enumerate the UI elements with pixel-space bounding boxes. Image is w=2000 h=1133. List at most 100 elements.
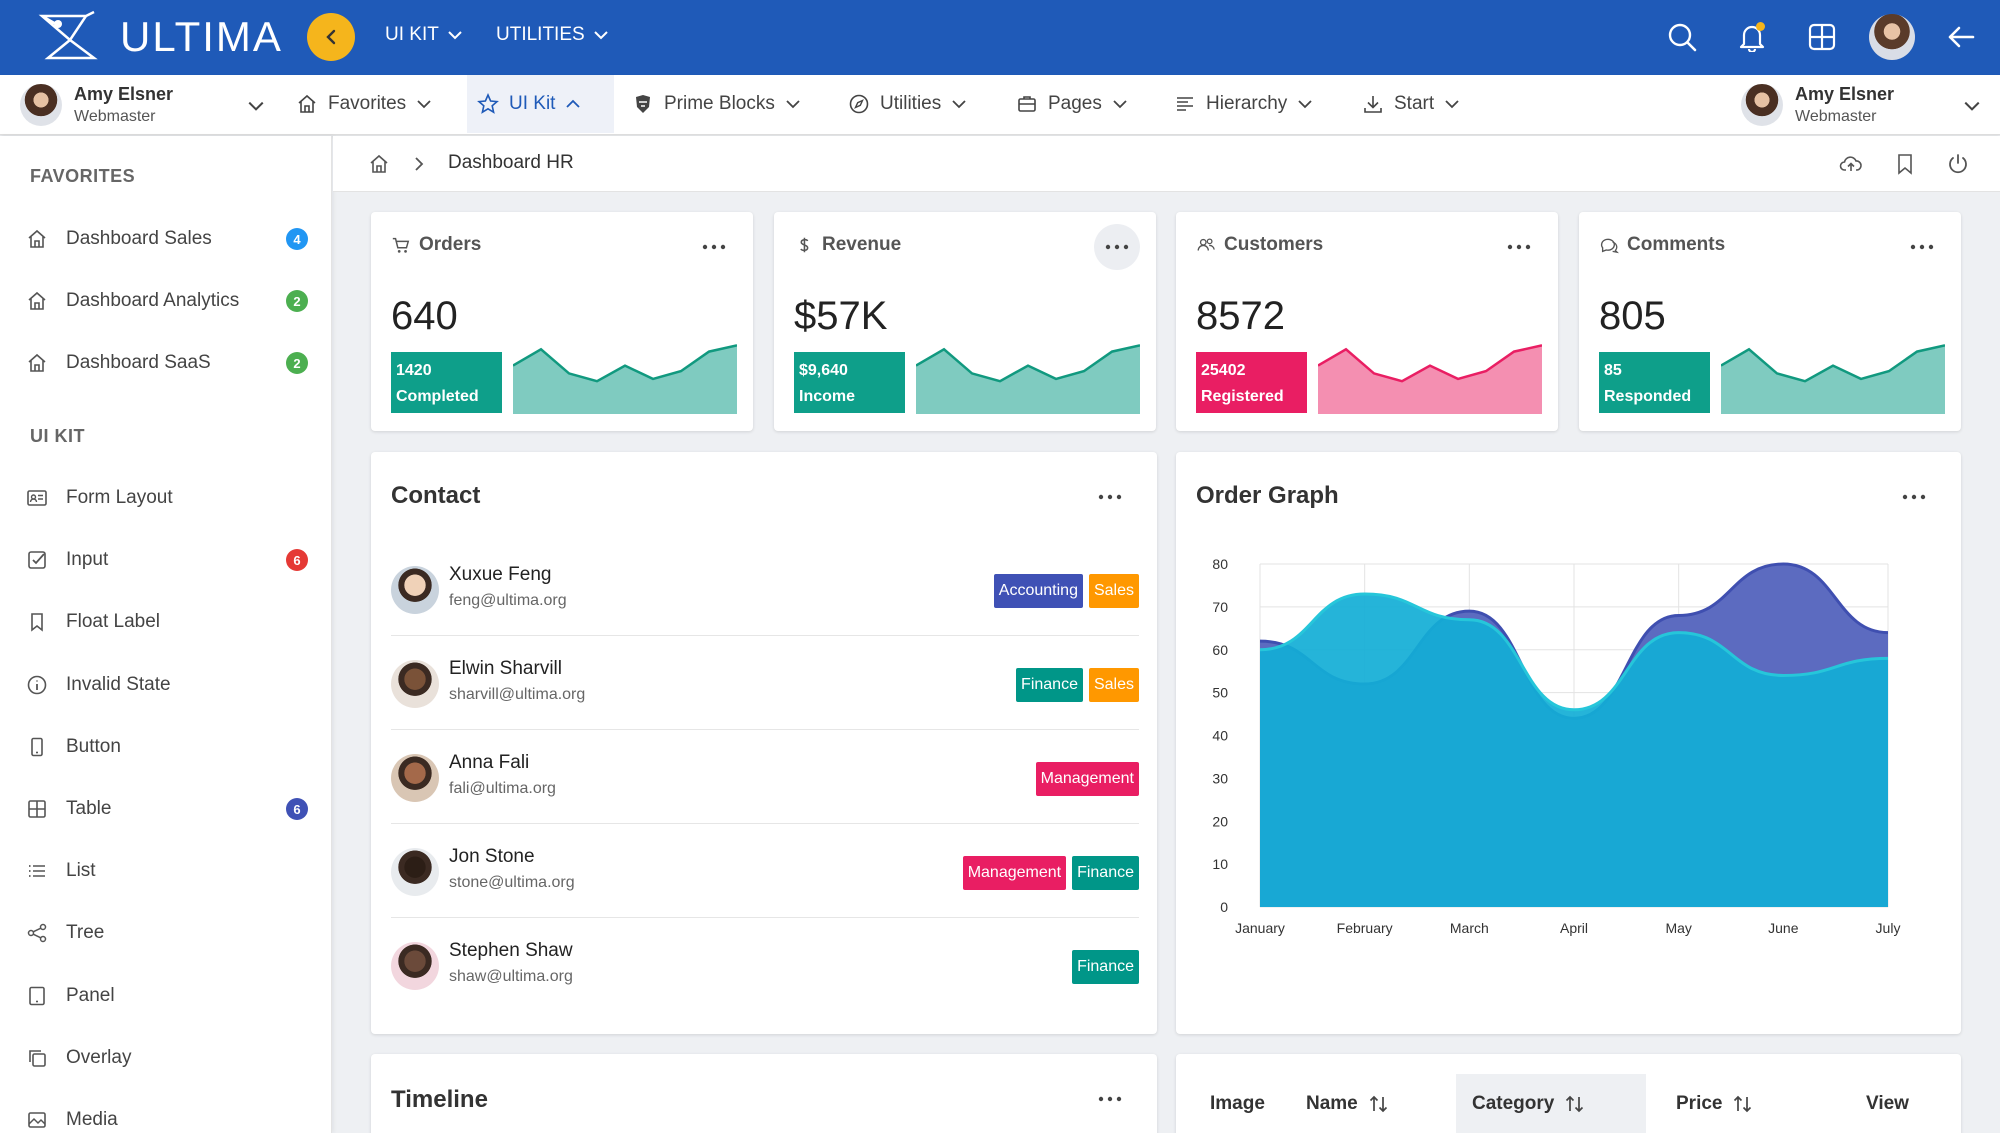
- top-menu-ui-kit[interactable]: UI KIT: [385, 24, 463, 46]
- arrow-left-icon[interactable]: [1942, 18, 1980, 56]
- count-badge: 2: [286, 290, 308, 313]
- top-menu-utilities[interactable]: UTILITIES: [496, 24, 609, 46]
- contact-name: Elwin Sharvill: [449, 658, 562, 679]
- table-header-category[interactable]: Category: [1456, 1074, 1647, 1133]
- cloud-upload-icon[interactable]: [1839, 152, 1863, 176]
- sidebar-toggle-button[interactable]: [307, 13, 355, 61]
- sidebar-item-form-layout[interactable]: Form Layout: [26, 478, 308, 518]
- contact-email: stone@ultima.org: [449, 874, 575, 891]
- sidebar-item-input[interactable]: Input 6: [26, 540, 308, 580]
- sidebar-item-dashboard-sales[interactable]: Dashboard Sales 4: [26, 219, 308, 259]
- sidebar-item-label: Panel: [66, 984, 115, 1006]
- sidebar-item-invalid-state[interactable]: Invalid State: [26, 665, 308, 705]
- breadcrumb-current: Dashboard HR: [448, 152, 574, 173]
- series-area-1: [1260, 594, 1888, 907]
- menubar-profile[interactable]: Amy Elsner Webmaster: [20, 79, 265, 131]
- sidebar-item-label: Dashboard Analytics: [66, 290, 240, 312]
- ultima-logo-icon[interactable]: [38, 10, 98, 65]
- ellipsis-h-icon[interactable]: [1899, 224, 1945, 270]
- table-header-price[interactable]: Price: [1676, 1074, 1754, 1133]
- menu-ui-kit[interactable]: UI Kit: [467, 75, 614, 133]
- x-tick-label: January: [1235, 920, 1285, 936]
- ellipsis-h-icon[interactable]: [1087, 474, 1133, 520]
- list-item[interactable]: Anna Fali fali@ultima.org Management: [391, 730, 1139, 824]
- sidebar: FAVORITES Dashboard Sales 4 Dashboard Ana…: [0, 136, 332, 1133]
- kpi-value: $57K: [794, 294, 888, 338]
- th-large-icon[interactable]: [1803, 18, 1841, 56]
- list-item[interactable]: Elwin Sharvill sharvill@ultima.org Finan…: [391, 636, 1139, 730]
- star-icon: [477, 93, 499, 114]
- sidebar-item-float-label[interactable]: Float Label: [26, 602, 308, 642]
- menu-hierarchy[interactable]: Hierarchy: [1164, 75, 1323, 133]
- column-header-label: View: [1866, 1093, 1909, 1114]
- sort-alt-icon: [1566, 1095, 1584, 1113]
- kpi-sparkline: [1721, 344, 1945, 414]
- sidebar-item-list[interactable]: List: [26, 851, 308, 891]
- sidebar-item-dashboard-analytics[interactable]: Dashboard Analytics 2: [26, 281, 308, 321]
- bookmark-icon: [26, 611, 48, 633]
- menubar-profile-right[interactable]: Amy Elsner Webmaster: [1741, 79, 1981, 131]
- kpi-value: 8572: [1196, 294, 1285, 338]
- sidebar-item-panel[interactable]: Panel: [26, 976, 308, 1016]
- avatar: [391, 848, 439, 896]
- contact-email: sharvill@ultima.org: [449, 686, 586, 703]
- compass-icon: [849, 94, 869, 114]
- notification-dot: [1756, 22, 1765, 31]
- list-item[interactable]: Jon Stone stone@ultima.org Management Fin…: [391, 824, 1139, 918]
- avatar: [391, 566, 439, 614]
- contact-tags: Management Finance: [962, 856, 1139, 890]
- home-icon: [28, 229, 46, 248]
- contact-tags: Management: [1035, 762, 1139, 796]
- count-badge: 6: [286, 798, 308, 820]
- table-header-name[interactable]: Name: [1306, 1074, 1390, 1133]
- search-icon[interactable]: [1663, 18, 1701, 56]
- power-off-icon[interactable]: [1946, 152, 1970, 176]
- sidebar-item-dashboard-saas[interactable]: Dashboard SaaS 2: [26, 343, 308, 383]
- ellipsis-h-icon[interactable]: [1496, 224, 1542, 270]
- sidebar-item-tree[interactable]: Tree: [26, 913, 308, 953]
- column-header-label: Price: [1676, 1093, 1723, 1114]
- sparkline-area: [1318, 345, 1542, 414]
- chart-title: Order Graph: [1196, 482, 1339, 509]
- tag-badge: Finance: [1072, 856, 1139, 890]
- list-item[interactable]: Stephen Shaw shaw@ultima.org Finance: [391, 918, 1139, 1012]
- kpi-summary-box: 25402 Registered: [1196, 352, 1307, 413]
- contact-tags: Finance Sales: [1016, 668, 1139, 702]
- menubar: Amy Elsner Webmaster Favorites UI Kit Pr…: [0, 75, 2000, 135]
- tablet-icon: [26, 985, 48, 1007]
- user-avatar[interactable]: [1869, 14, 1915, 60]
- y-tick-label: 40: [1212, 728, 1228, 744]
- kpi-title: Orders: [391, 234, 481, 256]
- sparkline-line: [1721, 344, 1945, 383]
- ellipsis-h-icon[interactable]: [1891, 474, 1937, 520]
- menu-favorites[interactable]: Favorites: [286, 75, 442, 133]
- menu-utilities[interactable]: Utilities: [838, 75, 977, 133]
- contact-card: Contact Xuxue Feng feng@ultima.org Accou…: [371, 452, 1157, 1034]
- sidebar-item-button[interactable]: Button: [26, 727, 308, 767]
- sparkline-line: [916, 344, 1140, 383]
- bookmark-icon[interactable]: [1893, 152, 1917, 176]
- sidebar-item-overlay[interactable]: Overlay: [26, 1038, 308, 1078]
- sidebar-item-media[interactable]: Media: [26, 1100, 308, 1133]
- kpi-summary-label: Income: [799, 388, 856, 405]
- kpi-summary-box: 85 Responded: [1599, 352, 1710, 413]
- share-icon: [26, 922, 48, 944]
- kpi-summary-label: Responded: [1604, 388, 1692, 405]
- kpi-summary-box: $9,640 Income: [794, 352, 905, 413]
- tag-badge: Management: [1035, 762, 1139, 796]
- menu-start[interactable]: Start: [1352, 75, 1470, 133]
- ellipsis-h-icon[interactable]: [1094, 224, 1140, 270]
- menu-prime-blocks[interactable]: Prime Blocks: [622, 75, 811, 133]
- kpi-sparkline: [513, 344, 737, 414]
- y-tick-label: 20: [1212, 813, 1228, 829]
- ellipsis-h-icon[interactable]: [691, 224, 737, 270]
- list-item[interactable]: Xuxue Feng feng@ultima.org Accounting Sal…: [391, 542, 1139, 636]
- sidebar-item-label: Media: [66, 1109, 118, 1130]
- ellipsis-h-icon[interactable]: [1087, 1076, 1133, 1122]
- bell-icon[interactable]: [1733, 18, 1771, 56]
- menu-pages[interactable]: Pages: [1006, 75, 1138, 133]
- sidebar-item-table[interactable]: Table 6: [26, 789, 308, 829]
- sidebar-item-label: Float Label: [66, 611, 161, 633]
- contact-email: shaw@ultima.org: [449, 968, 573, 985]
- home-icon[interactable]: [368, 153, 390, 175]
